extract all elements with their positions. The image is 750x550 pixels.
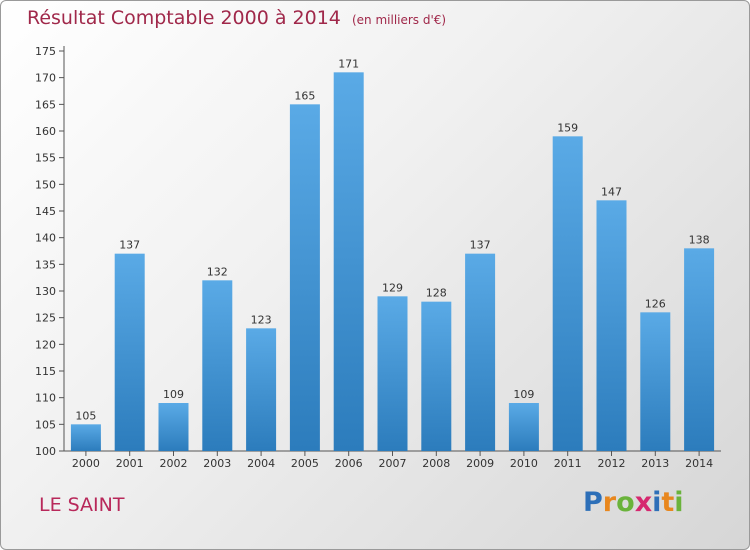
x-tick-label: 2011 xyxy=(554,457,582,470)
bar-2006 xyxy=(333,72,364,451)
logo-letter: r xyxy=(602,487,617,518)
bar-value-label: 128 xyxy=(426,287,447,300)
bar-value-label: 105 xyxy=(75,409,96,422)
bar-value-label: 165 xyxy=(294,89,315,102)
logo-letter: t xyxy=(661,487,675,518)
bar-2012 xyxy=(596,200,627,451)
y-tick-label: 155 xyxy=(35,152,56,165)
y-tick-label: 140 xyxy=(35,232,56,245)
y-tick-label: 135 xyxy=(35,258,56,271)
bar-2001 xyxy=(114,253,145,451)
logo-letter: x xyxy=(634,487,653,518)
x-tick-label: 2006 xyxy=(335,457,363,470)
bar-2008 xyxy=(421,301,452,451)
y-tick-label: 175 xyxy=(35,45,56,58)
commune-name: LE SAINT xyxy=(39,494,125,516)
bar-2007 xyxy=(377,296,408,451)
bar-value-label: 147 xyxy=(601,185,622,198)
bar-value-label: 138 xyxy=(689,233,710,246)
bar-2005 xyxy=(289,104,320,451)
proxiti-logo: Proxiti xyxy=(583,487,684,518)
bar-2010 xyxy=(508,403,539,451)
bar-value-label: 109 xyxy=(163,388,184,401)
logo-letter: P xyxy=(583,487,603,518)
bar-2003 xyxy=(202,280,233,451)
y-tick-label: 160 xyxy=(35,125,56,138)
bar-2002 xyxy=(158,403,189,451)
chart-unit: (en milliers d'€) xyxy=(351,13,447,27)
bar-value-label: 137 xyxy=(119,239,140,252)
chart-bars: 105 137 109 132 123 165 171 129 128 137 109 159 147 1… xyxy=(70,57,715,452)
chart-title: Résultat Comptable 2000 à 2014 (en milli… xyxy=(27,7,446,29)
x-tick-label: 2001 xyxy=(116,457,144,470)
x-tick-label: 2003 xyxy=(203,457,231,470)
x-tick-label: 2000 xyxy=(72,457,100,470)
x-tick-label: 2005 xyxy=(291,457,319,470)
bar-value-label: 137 xyxy=(470,239,491,252)
bar-2013 xyxy=(640,312,671,451)
x-tick-label: 2010 xyxy=(510,457,538,470)
chart-title-text: Résultat Comptable 2000 à 2014 xyxy=(27,7,341,29)
y-tick-label: 115 xyxy=(35,365,56,378)
bar-value-label: 159 xyxy=(557,121,578,134)
bar-value-label: 171 xyxy=(338,57,359,70)
bar-value-label: 109 xyxy=(513,388,534,401)
y-tick-label: 105 xyxy=(35,418,56,431)
x-tick-label: 2004 xyxy=(247,457,275,470)
logo-letter: i xyxy=(652,487,662,518)
x-tick-label: 2012 xyxy=(598,457,626,470)
bar-2004 xyxy=(246,328,277,451)
logo-letter: i xyxy=(674,487,684,518)
y-tick-label: 150 xyxy=(35,178,56,191)
bar-2000 xyxy=(70,424,101,451)
x-tick-label: 2007 xyxy=(379,457,407,470)
x-tick-label: 2008 xyxy=(422,457,450,470)
y-tick-label: 100 xyxy=(35,445,56,458)
x-tick-label: 2014 xyxy=(685,457,713,470)
bar-2009 xyxy=(465,253,496,451)
bar-2011 xyxy=(552,136,583,452)
y-tick-label: 165 xyxy=(35,98,56,111)
y-tick-label: 130 xyxy=(35,285,56,298)
bar-value-label: 123 xyxy=(251,313,272,326)
bar-value-label: 126 xyxy=(645,297,666,310)
x-tick-label: 2002 xyxy=(160,457,188,470)
y-tick-label: 145 xyxy=(35,205,56,218)
y-tick-label: 110 xyxy=(35,392,56,405)
x-tick-label: 2013 xyxy=(641,457,669,470)
x-tick-label: 2009 xyxy=(466,457,494,470)
bar-2014 xyxy=(684,248,715,451)
bar-value-label: 129 xyxy=(382,281,403,294)
y-tick-label: 170 xyxy=(35,72,56,85)
logo-letter: o xyxy=(616,487,635,518)
y-tick-label: 125 xyxy=(35,312,56,325)
y-tick-label: 120 xyxy=(35,338,56,351)
bar-value-label: 132 xyxy=(207,265,228,278)
